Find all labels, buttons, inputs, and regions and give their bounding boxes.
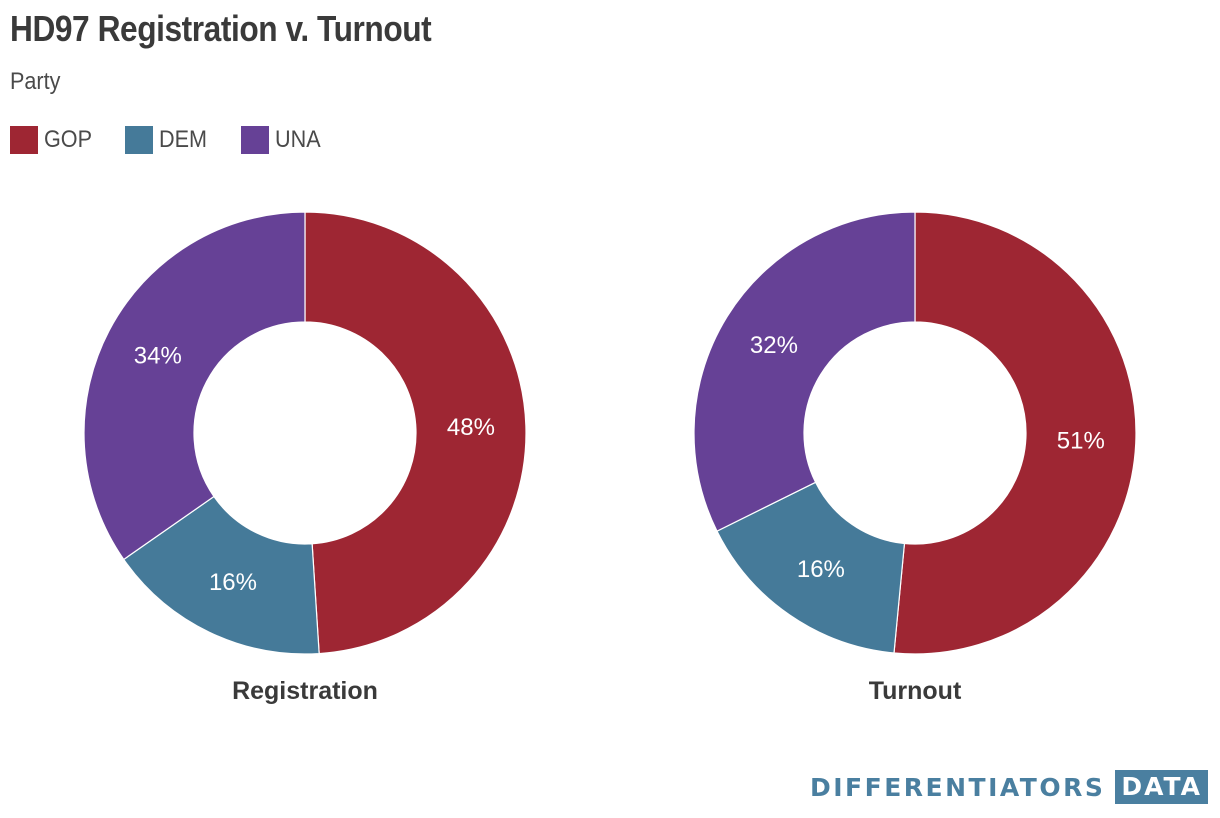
- chart-subtitle: Party: [10, 68, 61, 95]
- slice-label-gop: 48%: [447, 414, 495, 441]
- brand-box: DATA: [1115, 770, 1208, 804]
- slice-label-gop: 51%: [1057, 427, 1105, 454]
- donut-title: Turnout: [869, 677, 962, 705]
- slice-label-dem: 16%: [209, 569, 257, 596]
- brand-name: DIFFERENTIATORS: [810, 772, 1106, 802]
- brand-logo: DIFFERENTIATORS DATA: [810, 770, 1208, 804]
- legend-swatch-gop: [10, 126, 38, 154]
- chart-title: HD97 Registration v. Turnout: [10, 8, 432, 49]
- legend-item-gop[interactable]: GOP: [10, 126, 97, 154]
- legend-label-gop: GOP: [44, 126, 93, 153]
- donut-title: Registration: [232, 677, 378, 705]
- slice-gop[interactable]: [304, 211, 527, 655]
- legend: GOP DEM UNA: [10, 126, 353, 154]
- legend-item-dem[interactable]: DEM: [125, 126, 212, 154]
- slice-dem[interactable]: [122, 495, 320, 655]
- slice-label-dem: 16%: [797, 556, 845, 583]
- legend-swatch-una: [240, 126, 269, 154]
- slice-gop[interactable]: [893, 211, 1137, 655]
- legend-label-dem: DEM: [159, 126, 208, 153]
- slice-una[interactable]: [83, 211, 306, 561]
- legend-swatch-dem: [125, 126, 154, 154]
- slice-label-una: 34%: [134, 343, 182, 370]
- slice-label-una: 32%: [750, 332, 798, 359]
- legend-label-una: UNA: [274, 126, 321, 153]
- donut-registration: 48% 16% 34% Registration: [83, 211, 527, 705]
- donut-turnout: 51% 16% 32% Turnout: [693, 211, 1137, 705]
- slice-dem[interactable]: [716, 481, 906, 654]
- slice-una[interactable]: [693, 211, 916, 532]
- legend-item-una[interactable]: UNA: [240, 126, 326, 154]
